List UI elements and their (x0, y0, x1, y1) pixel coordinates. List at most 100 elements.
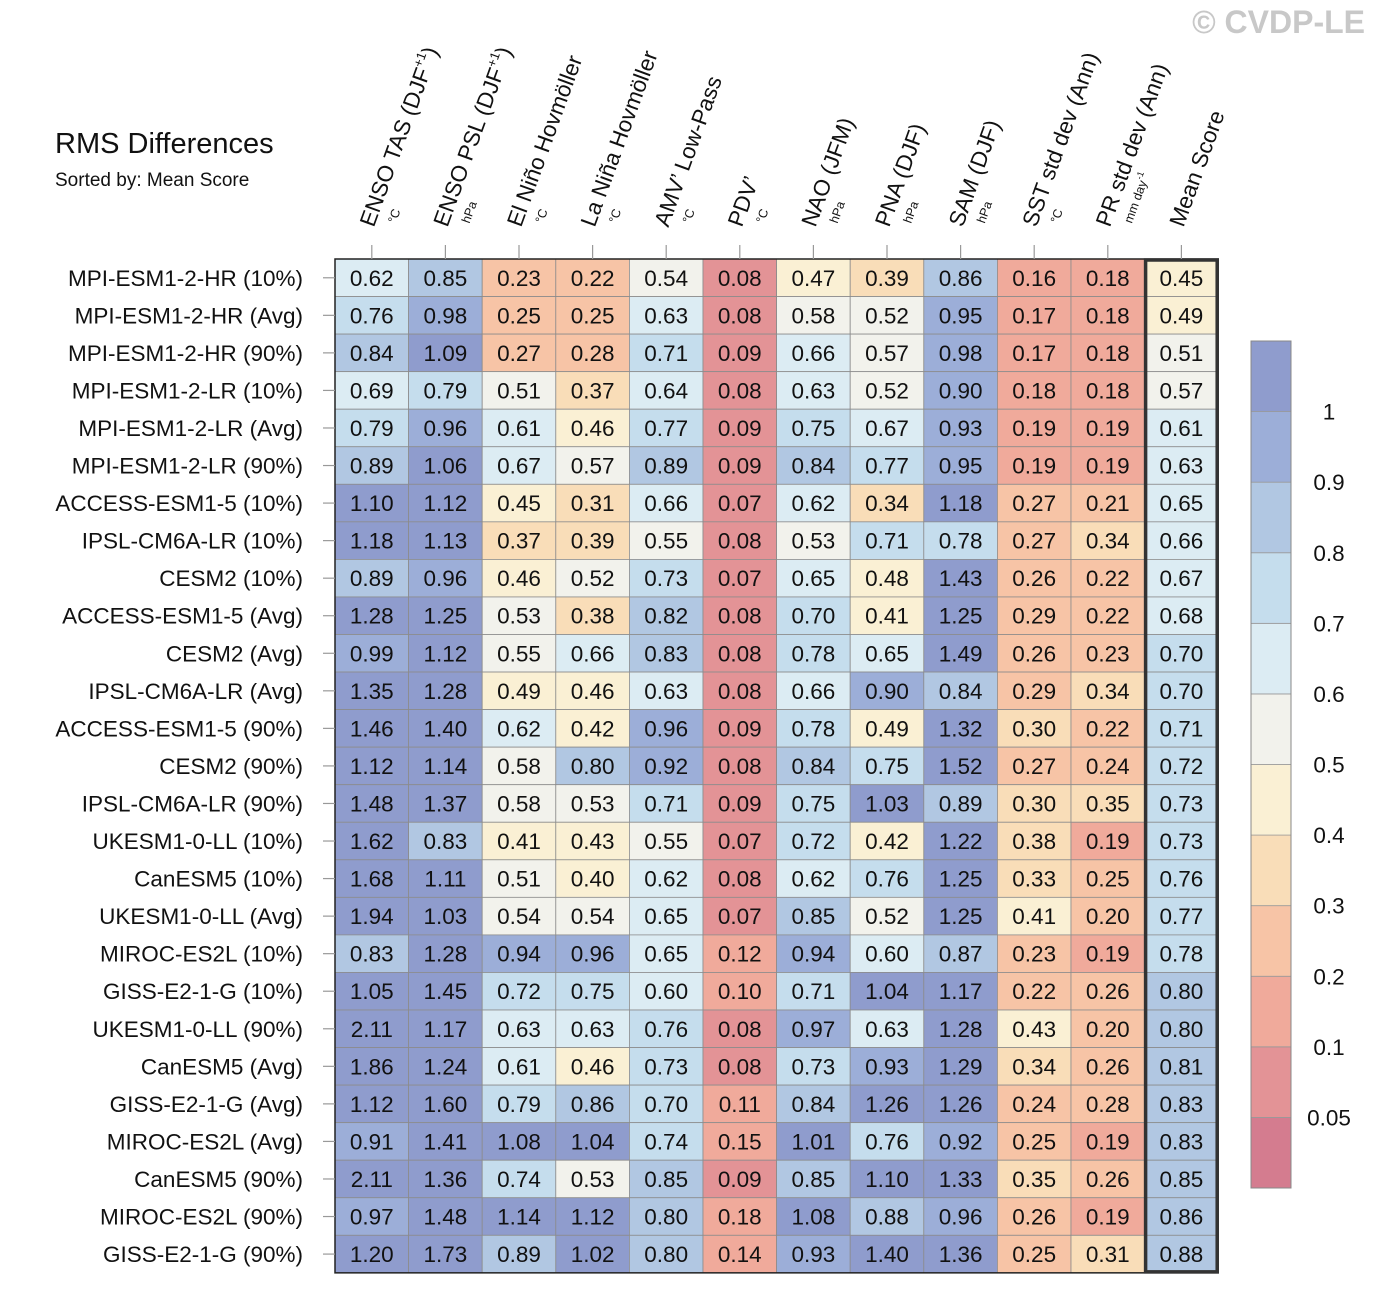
row-label: CESM2 (Avg) (166, 641, 303, 666)
cell-value-label: 0.75 (792, 791, 836, 816)
heatmap-cell (776, 709, 851, 748)
cell-value-label: 0.20 (1086, 904, 1130, 929)
cell-value-label: 0.19 (1086, 416, 1130, 441)
heatmap-cell (923, 671, 998, 710)
cell-value-label: 1.08 (497, 1129, 541, 1154)
colorbar-tick-label: 0.7 (1313, 611, 1344, 636)
cell-value-label: 0.26 (1012, 1205, 1056, 1230)
cell-value-label: 1.94 (350, 904, 394, 929)
cell-value-label: 0.08 (718, 604, 762, 629)
cell-value-label: 0.08 (718, 266, 762, 291)
colorbar-tick-label: 0.8 (1313, 541, 1344, 566)
heatmap-cell (629, 296, 704, 335)
cell-value-label: 0.31 (571, 491, 615, 516)
cell-value-label: 0.46 (497, 566, 541, 591)
heatmap-cell (629, 446, 704, 485)
cell-value-label: 0.60 (644, 979, 688, 1004)
heatmap-cell (1070, 258, 1145, 297)
heatmap-cell (923, 1009, 998, 1048)
cell-value-label: 1.48 (424, 1205, 468, 1230)
heatmap-cell (997, 1009, 1072, 1048)
cell-value-label: 0.71 (644, 791, 688, 816)
heatmap-cell (408, 446, 483, 485)
heatmap-cell (849, 1084, 925, 1124)
cell-value-label: 0.85 (1160, 1167, 1204, 1192)
cell-value-label: 0.93 (865, 1054, 909, 1079)
cell-value-label: 0.65 (644, 904, 688, 929)
heatmap-cell (481, 371, 557, 410)
cell-value-label: 0.25 (571, 303, 615, 328)
cell-value-label: 0.09 (718, 341, 762, 366)
colorbar-swatch (1250, 905, 1292, 977)
colorbar-border (1250, 340, 1292, 1189)
row-label: CanESM5 (Avg) (141, 1054, 303, 1079)
heatmap-cell (849, 446, 925, 485)
cell-value-label: 0.80 (644, 1205, 688, 1230)
colorbar-swatch (1250, 975, 1292, 1048)
cell-value-label: 0.83 (424, 829, 468, 854)
cell-value-label: 0.23 (497, 266, 541, 291)
heatmap-cell (849, 559, 925, 598)
heatmap-cell (997, 634, 1072, 673)
colorbar-tick-label: 0.6 (1313, 682, 1344, 707)
heatmap-cell (408, 596, 483, 635)
heatmap-cell (1144, 634, 1219, 673)
cell-value-label: 0.46 (571, 1054, 615, 1079)
watermark: © CVDP-LE (1192, 4, 1365, 40)
cell-value-label: 1.11 (424, 867, 466, 892)
heatmap-cell (1070, 1197, 1145, 1236)
cell-value-label: 0.72 (792, 829, 836, 854)
cell-value-label: 1.10 (865, 1167, 909, 1192)
cell-value-label: 0.08 (718, 378, 762, 403)
row-label: GISS-E2-1-G (Avg) (110, 1092, 303, 1117)
cell-value-label: 0.08 (718, 867, 762, 892)
heatmap-cell (1070, 371, 1145, 410)
heatmap-cell (408, 1047, 483, 1086)
heatmap-cell (334, 296, 409, 335)
heatmap-cell (923, 896, 998, 936)
cell-value-label: 0.73 (644, 1054, 688, 1079)
cell-value-label: 0.83 (1160, 1129, 1204, 1154)
cell-value-label: 0.57 (571, 454, 615, 479)
cell-value-label: 0.62 (644, 867, 688, 892)
cell-value-label: 1.18 (939, 491, 983, 516)
cell-value-label: 0.19 (1012, 416, 1056, 441)
heatmap-cell (776, 634, 851, 673)
heatmap-cell (334, 896, 409, 936)
heatmap-cell (923, 1197, 998, 1236)
cell-value-label: 0.89 (939, 791, 983, 816)
cell-value-label: 0.19 (1086, 454, 1130, 479)
cell-value-label: 0.08 (718, 529, 762, 554)
cell-value-label: 0.35 (1012, 1167, 1056, 1192)
heatmap-cell (1144, 859, 1219, 898)
column-unit-label: °C (385, 207, 403, 225)
cell-value-label: 0.94 (497, 942, 541, 967)
heatmap-cell (1070, 1122, 1145, 1161)
cell-value-label: 0.99 (350, 641, 394, 666)
cell-value-label: 0.84 (350, 341, 394, 366)
column-unit-label: °C (753, 207, 771, 225)
cell-value-label: 0.61 (497, 1054, 541, 1079)
cell-value-label: 0.26 (1012, 566, 1056, 591)
cell-value-label: 1.46 (350, 716, 394, 741)
cell-value-label: 0.17 (1012, 341, 1056, 366)
heatmap-cell (997, 896, 1072, 936)
colorbar: 0.05 0.1 0.2 0.3 0.4 0.5 0.6 0.7 0.8 0.9 1 (1250, 340, 1351, 1189)
cell-value-label: 0.18 (1086, 303, 1130, 328)
heatmap-cell (334, 671, 409, 710)
heatmap-cell (1070, 896, 1145, 936)
cell-value-label: 0.80 (571, 754, 615, 779)
heatmap-cell (629, 859, 704, 898)
row-label: MPI-ESM1-2-LR (10%) (72, 378, 303, 403)
cell-value-label: 1.86 (350, 1054, 394, 1079)
heatmap-cell (923, 1159, 998, 1199)
cell-value-label: 0.76 (350, 303, 394, 328)
colorbar-swatch (1250, 693, 1292, 765)
heatmap-cell (1070, 934, 1145, 973)
heatmap-cell (334, 1084, 409, 1124)
cell-value-label: 1.12 (350, 1092, 394, 1117)
cell-value-label: 0.97 (350, 1205, 394, 1230)
column-header: SAM (DJF) (944, 117, 1006, 230)
heatmap-cell (629, 1234, 704, 1274)
cell-value-label: 0.34 (1012, 1054, 1056, 1079)
